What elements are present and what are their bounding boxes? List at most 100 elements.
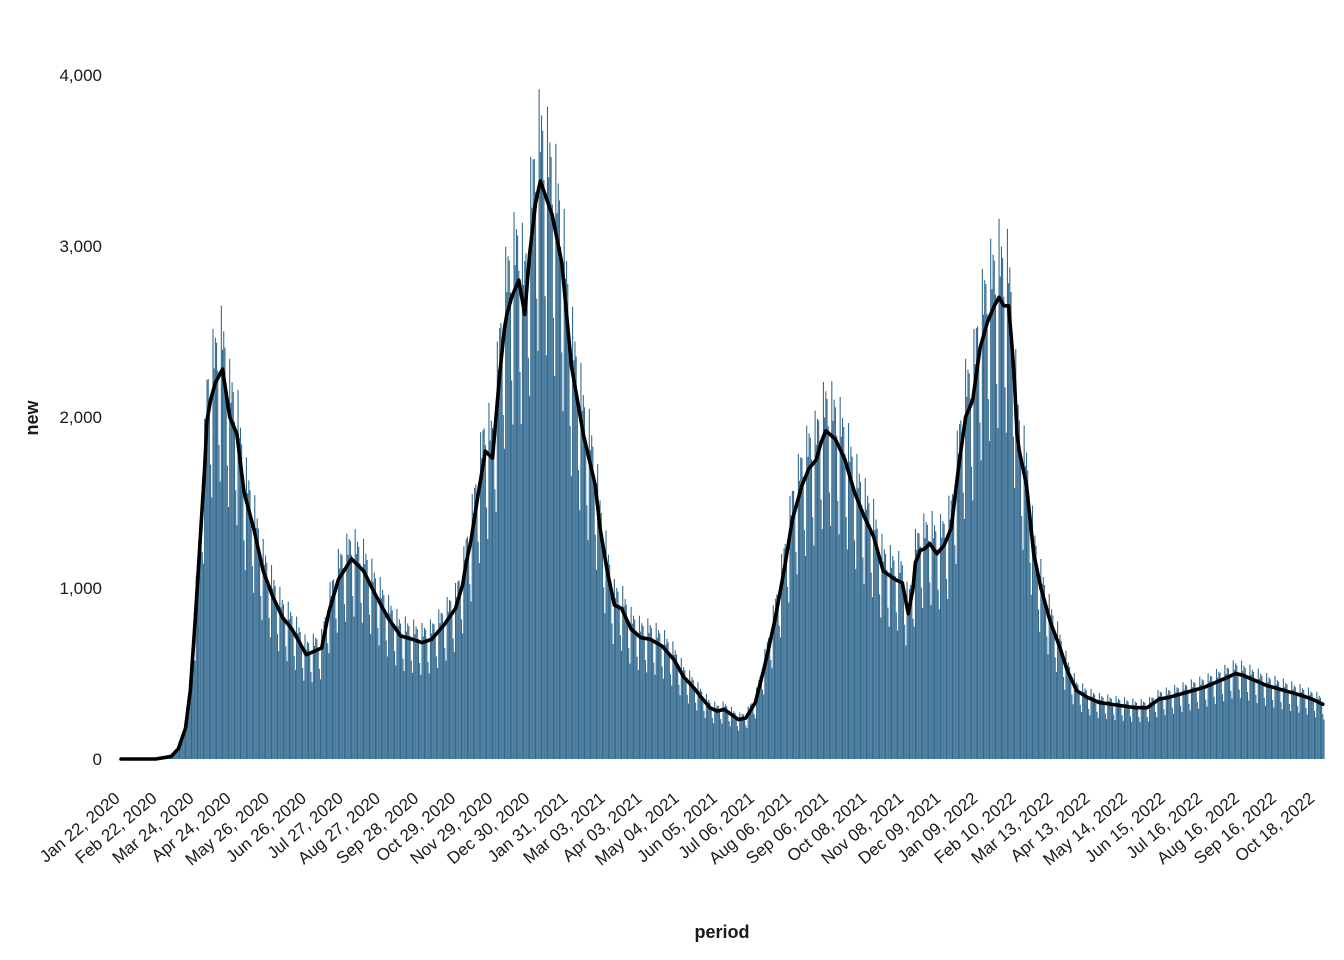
daily-bar bbox=[329, 582, 331, 759]
daily-bar bbox=[856, 453, 858, 759]
daily-bar bbox=[266, 562, 268, 759]
daily-bar bbox=[1034, 535, 1036, 759]
daily-bar bbox=[302, 668, 304, 759]
daily-bar bbox=[1074, 684, 1077, 759]
daily-bar bbox=[703, 711, 705, 759]
daily-bar bbox=[1069, 666, 1071, 759]
daily-bar bbox=[388, 594, 390, 759]
daily-bar bbox=[1239, 698, 1241, 759]
daily-bar bbox=[214, 337, 216, 759]
daily-bar bbox=[911, 591, 913, 759]
daily-bar bbox=[206, 379, 208, 759]
daily-bar bbox=[702, 697, 704, 759]
daily-bar bbox=[207, 379, 209, 759]
daily-bar bbox=[1290, 710, 1292, 759]
daily-bar bbox=[1201, 679, 1203, 759]
daily-bar bbox=[665, 644, 667, 759]
daily-bar bbox=[368, 614, 371, 759]
daily-bar bbox=[996, 383, 998, 759]
daily-bar bbox=[195, 576, 197, 759]
daily-bar bbox=[874, 530, 876, 759]
daily-bar bbox=[845, 516, 847, 759]
daily-bar bbox=[691, 677, 693, 759]
daily-bar bbox=[223, 331, 225, 759]
daily-bar bbox=[772, 605, 774, 759]
daily-bar bbox=[948, 495, 950, 759]
daily-bar bbox=[331, 580, 333, 759]
daily-bar bbox=[544, 296, 546, 759]
daily-bar bbox=[1205, 699, 1207, 759]
daily-bar bbox=[1170, 695, 1172, 759]
daily-bar bbox=[428, 673, 430, 759]
y-axis-title: new bbox=[22, 400, 42, 436]
daily-bar bbox=[1227, 668, 1229, 759]
daily-bar bbox=[1088, 708, 1090, 759]
daily-bar bbox=[243, 540, 245, 759]
daily-bar bbox=[497, 369, 500, 759]
daily-bar bbox=[850, 446, 852, 759]
daily-bar bbox=[335, 618, 337, 759]
daily-bar bbox=[1212, 682, 1214, 759]
daily-bar bbox=[509, 292, 511, 759]
daily-bar bbox=[513, 212, 515, 759]
daily-bar bbox=[1134, 701, 1136, 759]
daily-bar bbox=[678, 684, 680, 759]
daily-bar bbox=[1193, 682, 1195, 759]
daily-bar bbox=[825, 391, 827, 759]
daily-bar bbox=[1112, 703, 1114, 759]
daily-bar bbox=[1122, 720, 1124, 759]
daily-bar bbox=[212, 328, 214, 759]
daily-bar bbox=[202, 563, 204, 759]
daily-bar bbox=[1267, 682, 1269, 759]
daily-bar bbox=[1231, 698, 1233, 759]
daily-bar bbox=[754, 718, 756, 759]
daily-bar bbox=[787, 586, 789, 759]
daily-bar bbox=[656, 637, 658, 759]
daily-bar bbox=[1237, 672, 1239, 759]
daily-bar bbox=[879, 594, 881, 759]
daily-bar bbox=[756, 687, 758, 759]
daily-bar bbox=[218, 444, 220, 759]
daily-bar bbox=[482, 430, 484, 759]
daily-bar bbox=[637, 670, 639, 759]
daily-bar bbox=[699, 688, 701, 759]
daily-bar bbox=[471, 493, 473, 759]
daily-bar bbox=[334, 588, 336, 759]
daily-bar bbox=[1009, 267, 1011, 759]
daily-bar bbox=[407, 623, 409, 759]
daily-bar bbox=[594, 534, 596, 759]
daily-bar bbox=[1243, 665, 1245, 759]
daily-bar bbox=[477, 541, 479, 759]
daily-bar bbox=[1299, 684, 1301, 759]
daily-bar bbox=[1236, 665, 1238, 759]
daily-bar bbox=[414, 634, 416, 759]
daily-bar bbox=[985, 284, 987, 759]
daily-bar bbox=[1176, 687, 1178, 759]
daily-bar bbox=[530, 156, 532, 760]
daily-bar bbox=[205, 428, 207, 759]
daily-bar bbox=[1163, 709, 1165, 759]
daily-bar bbox=[954, 545, 956, 759]
daily-bar bbox=[1046, 636, 1048, 759]
daily-bar bbox=[419, 662, 421, 759]
daily-bar bbox=[201, 552, 203, 759]
daily-bar bbox=[753, 714, 755, 759]
daily-bar bbox=[540, 115, 543, 760]
daily-bar bbox=[379, 577, 381, 759]
daily-bar bbox=[959, 423, 961, 759]
daily-bar bbox=[1155, 712, 1157, 759]
y-tick-label: 2,000 bbox=[59, 408, 102, 427]
daily-bar bbox=[589, 450, 592, 759]
daily-bar bbox=[883, 549, 885, 759]
daily-bar bbox=[515, 229, 517, 759]
daily-bar bbox=[204, 418, 206, 759]
daily-bar bbox=[554, 376, 556, 759]
daily-bar bbox=[1072, 704, 1074, 759]
daily-bar bbox=[1089, 715, 1091, 759]
daily-bar bbox=[1172, 713, 1175, 759]
daily-bar bbox=[465, 538, 467, 759]
daily-bar bbox=[580, 362, 582, 759]
daily-bar bbox=[1061, 653, 1063, 759]
daily-bar bbox=[239, 427, 242, 759]
